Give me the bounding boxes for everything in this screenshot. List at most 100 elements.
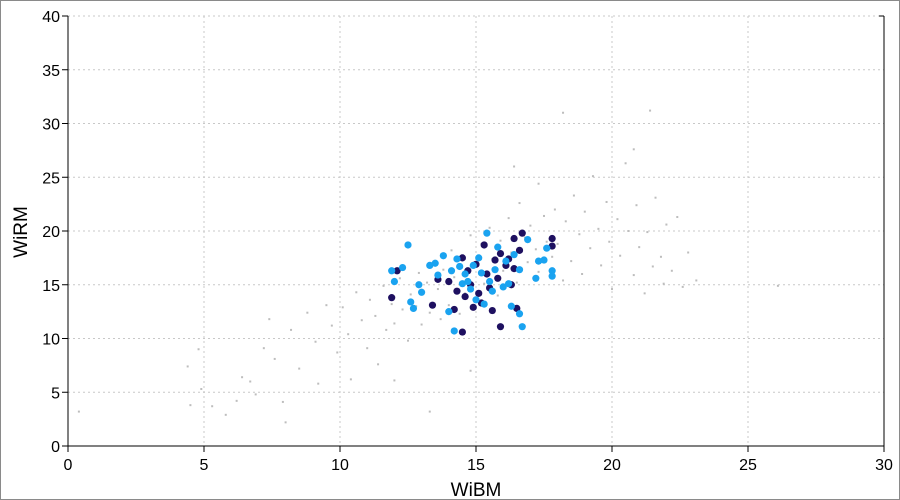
dark-point xyxy=(458,254,466,262)
background-point xyxy=(374,314,377,317)
background-point xyxy=(317,382,320,385)
background-point xyxy=(581,273,584,275)
y-tick-label: 10 xyxy=(42,332,60,349)
background-point xyxy=(450,249,453,252)
background-point xyxy=(458,312,461,315)
background-point xyxy=(469,369,472,372)
background-point xyxy=(447,304,450,307)
dark-point xyxy=(450,305,458,314)
background-point xyxy=(562,111,565,114)
background-point xyxy=(499,239,502,242)
light-point xyxy=(439,252,447,260)
background-point xyxy=(662,282,665,285)
dark-point xyxy=(513,304,521,312)
background-point xyxy=(347,333,350,336)
background-point xyxy=(428,311,431,314)
dark-point xyxy=(469,303,477,311)
background-point xyxy=(224,413,227,416)
background-point xyxy=(600,264,603,267)
background-point xyxy=(562,279,565,282)
background-point xyxy=(366,347,369,350)
y-tick-label: 30 xyxy=(42,117,60,134)
background-point xyxy=(496,294,499,297)
background-point xyxy=(670,269,673,272)
background-point xyxy=(507,217,510,220)
background-point xyxy=(572,194,575,197)
background-point xyxy=(325,304,328,307)
background-point xyxy=(200,388,203,391)
light-point xyxy=(447,267,456,275)
light-point xyxy=(510,251,518,259)
background-point xyxy=(426,281,429,284)
background-point xyxy=(349,378,352,381)
background-point xyxy=(687,251,690,254)
y-tick-label: 0 xyxy=(51,439,60,456)
background-point xyxy=(249,380,252,383)
background-point xyxy=(407,339,409,342)
background-point xyxy=(409,293,412,296)
background-point xyxy=(589,247,592,250)
background-point xyxy=(77,410,80,413)
background-point xyxy=(401,308,404,311)
background-point xyxy=(453,276,456,279)
background-point xyxy=(676,216,679,219)
background-point xyxy=(570,260,573,263)
light-point xyxy=(390,277,398,286)
axes: 0 5 10 15 20 25 30 0 5 10 15 20 25 30 35 40 xyxy=(42,9,893,474)
dark-point xyxy=(461,292,469,301)
x-axis-label: WiBM xyxy=(451,480,502,500)
background-point xyxy=(502,269,505,272)
background-point xyxy=(529,224,532,227)
light-point xyxy=(486,277,494,286)
dark-point xyxy=(510,234,518,243)
light-point xyxy=(505,280,513,288)
dark-point xyxy=(494,274,502,282)
light-point xyxy=(488,287,496,295)
background-point xyxy=(355,291,358,294)
dark-point xyxy=(483,270,491,278)
background-point xyxy=(659,255,662,258)
light-point xyxy=(453,255,461,263)
light-point xyxy=(532,274,540,282)
dark-point xyxy=(480,241,488,249)
y-tick-label: 15 xyxy=(42,278,60,295)
background-point xyxy=(241,376,244,379)
light-point xyxy=(404,241,412,249)
background-point xyxy=(556,242,559,245)
y-tick-label: 35 xyxy=(42,63,60,80)
light-point xyxy=(475,254,483,262)
light-point xyxy=(418,288,426,296)
light-point xyxy=(431,259,439,267)
x-tick-label: 0 xyxy=(64,457,73,474)
background-point xyxy=(608,240,611,243)
dark-point xyxy=(475,289,483,297)
background-point xyxy=(385,328,388,331)
background-point xyxy=(254,393,257,396)
light-point xyxy=(415,281,423,289)
dark-point xyxy=(453,287,461,295)
background-point xyxy=(211,405,214,408)
dark-point xyxy=(548,242,556,250)
background-point xyxy=(336,351,339,354)
light-point xyxy=(502,257,510,265)
light-point xyxy=(466,285,475,293)
dark-point xyxy=(388,294,396,302)
background-point xyxy=(597,227,600,230)
light-point xyxy=(491,266,499,274)
y-axis-label: WiRM xyxy=(11,206,32,258)
background-point xyxy=(483,282,486,285)
light-point xyxy=(461,270,469,278)
dark-point xyxy=(518,229,526,237)
light-point xyxy=(469,261,477,269)
light-point xyxy=(450,327,458,335)
x-tick-label: 20 xyxy=(603,457,621,474)
background-point xyxy=(591,175,594,178)
light-point xyxy=(534,257,543,265)
light-point xyxy=(434,271,442,279)
background-point xyxy=(624,162,627,165)
background-point xyxy=(545,240,548,243)
light-point xyxy=(480,300,488,308)
background-point xyxy=(635,204,638,207)
background-point xyxy=(273,357,276,360)
dark-point xyxy=(496,323,505,331)
